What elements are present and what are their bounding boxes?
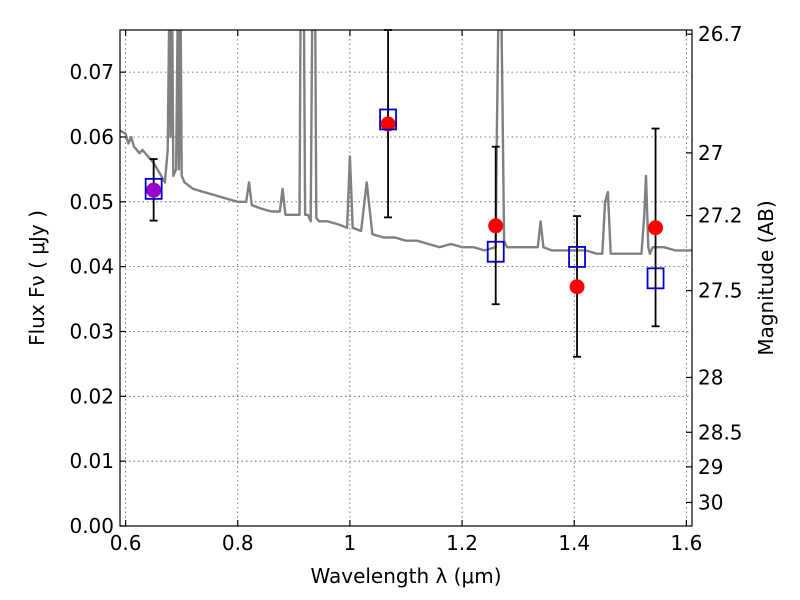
y2-tick-label: 29 bbox=[698, 455, 723, 479]
observed-point bbox=[648, 220, 664, 236]
y-axis-label: Flux Fν ( μJy ) bbox=[25, 210, 49, 346]
axes: 0.6 0.8 1 1.2 1.4 1.6 0.00 0.01 0.02 0.03 0.04 0.05… bbox=[69, 22, 742, 555]
observed-point bbox=[569, 279, 585, 295]
x-tick-label: 1 bbox=[344, 531, 357, 555]
observed-point bbox=[146, 182, 162, 198]
y-tick-label: 0.02 bbox=[69, 384, 114, 408]
x-tick-label: 1.4 bbox=[558, 531, 590, 555]
x-tick-label: 1.2 bbox=[446, 531, 478, 555]
grid-lines bbox=[120, 30, 692, 527]
model-point bbox=[379, 108, 397, 131]
spectrum-layer bbox=[120, 30, 692, 255]
y2-tick-label: 28 bbox=[698, 365, 723, 389]
y-tick-label: 0.06 bbox=[69, 125, 114, 149]
observed-point bbox=[380, 116, 396, 132]
y2-tick-label: 26.7 bbox=[698, 22, 743, 46]
plot-frame bbox=[119, 29, 693, 527]
y-tick-label: 0.00 bbox=[69, 514, 114, 538]
y2-tick-label: 27.5 bbox=[698, 279, 743, 303]
model-point bbox=[646, 267, 665, 290]
model-point bbox=[486, 240, 505, 263]
y2-axis-label: Magnitude (AB) bbox=[754, 200, 778, 355]
y2-tick-label: 27.2 bbox=[698, 204, 743, 228]
y-tick-label: 0.03 bbox=[69, 319, 114, 343]
x-tick-label: 0.8 bbox=[222, 531, 254, 555]
y2-tick-label: 27 bbox=[698, 141, 723, 165]
data-points bbox=[144, 108, 665, 295]
y-tick-label: 0.05 bbox=[69, 190, 114, 214]
x-tick-label: 1.6 bbox=[670, 531, 702, 555]
model-point bbox=[568, 246, 586, 268]
error-bars bbox=[149, 29, 660, 358]
y-tick-label: 0.07 bbox=[69, 60, 114, 84]
observed-point bbox=[488, 218, 504, 234]
y-tick-label: 0.01 bbox=[69, 449, 114, 473]
model-point bbox=[144, 177, 163, 200]
x-tick-label: 0.6 bbox=[110, 531, 142, 555]
y-tick-label: 0.04 bbox=[69, 255, 114, 279]
x-axis-label: Wavelength λ (μm) bbox=[310, 564, 501, 588]
spectrum-line bbox=[120, 30, 692, 255]
y2-tick-label: 30 bbox=[698, 490, 723, 514]
y2-tick-label: 28.5 bbox=[698, 420, 743, 444]
